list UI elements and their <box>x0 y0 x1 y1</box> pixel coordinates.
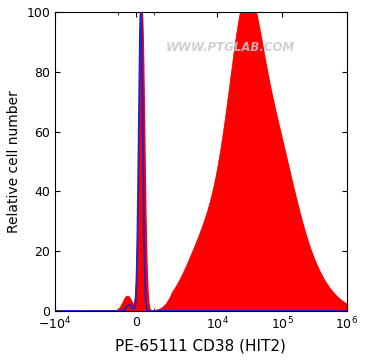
X-axis label: PE-65111 CD38 (HIT2): PE-65111 CD38 (HIT2) <box>115 338 286 353</box>
Text: WWW.PTGLAB.COM: WWW.PTGLAB.COM <box>165 41 295 54</box>
Y-axis label: Relative cell number: Relative cell number <box>7 90 21 233</box>
